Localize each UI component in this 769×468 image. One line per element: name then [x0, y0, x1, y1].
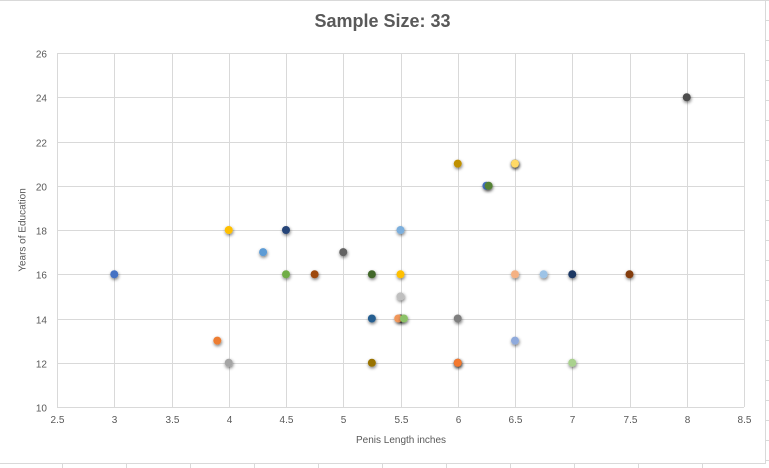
y-tick-label: 20	[36, 183, 48, 194]
cell-border	[765, 400, 769, 401]
data-point[interactable]	[110, 270, 119, 279]
cell-border	[318, 464, 319, 468]
cell-border	[765, 140, 769, 141]
data-point[interactable]	[367, 314, 376, 323]
x-tick-label: 8.5	[738, 415, 752, 426]
cell-border	[765, 460, 769, 461]
x-tick-label: 5.5	[395, 415, 409, 426]
y-axis-ticks: 10 12 14 16 18 20 22 24 26	[36, 50, 48, 415]
y-tick-label: 12	[36, 360, 48, 371]
data-point[interactable]	[367, 270, 376, 279]
y-tick-label: 22	[36, 139, 48, 150]
data-point[interactable]	[282, 226, 290, 234]
data-point[interactable]	[396, 226, 405, 234]
x-tick-label: 8	[685, 415, 691, 426]
cell-border	[765, 100, 769, 101]
data-point[interactable]	[339, 248, 348, 257]
y-tick-label: 10	[36, 404, 48, 415]
x-tick-label: 3.5	[166, 415, 180, 426]
cell-border	[765, 340, 769, 341]
data-point[interactable]	[396, 292, 405, 301]
cell-border	[765, 20, 769, 21]
x-tick-label: 6.5	[509, 415, 523, 426]
data-point[interactable]	[367, 358, 376, 367]
cell-border	[382, 464, 383, 468]
cell-border	[765, 380, 769, 381]
cell-border	[765, 60, 769, 61]
gridlines	[57, 53, 745, 408]
data-point[interactable]	[625, 270, 634, 279]
x-tick-label: 6	[456, 415, 462, 426]
cell-border	[765, 200, 769, 201]
data-point[interactable]	[453, 159, 462, 168]
cell-border	[765, 300, 769, 301]
data-point[interactable]	[453, 358, 462, 367]
data-point[interactable]	[511, 159, 519, 168]
y-tick-label: 14	[36, 316, 48, 327]
cell-border	[510, 464, 511, 468]
cell-border	[765, 160, 769, 161]
cell-border	[765, 360, 769, 361]
data-point[interactable]	[511, 336, 519, 345]
cell-border	[765, 180, 769, 181]
y-tick-label: 16	[36, 271, 48, 282]
x-tick-label: 7	[570, 415, 576, 426]
data-point[interactable]	[511, 270, 519, 279]
data-point[interactable]	[394, 314, 403, 323]
cell-border	[765, 320, 769, 321]
chart-title[interactable]: Sample Size: 33	[314, 11, 451, 31]
data-point[interactable]	[453, 314, 462, 323]
data-point[interactable]	[282, 270, 290, 279]
data-point[interactable]	[568, 270, 577, 279]
cell-border	[765, 420, 769, 421]
data-point[interactable]	[224, 226, 233, 234]
x-tick-label: 3	[112, 415, 118, 426]
x-tick-label: 5	[341, 415, 347, 426]
data-point[interactable]	[682, 93, 691, 102]
x-tick-label: 2.5	[51, 415, 65, 426]
cell-border	[765, 440, 769, 441]
data-point[interactable]	[399, 314, 408, 323]
cell-border	[765, 240, 769, 241]
data-point[interactable]	[484, 181, 493, 190]
cell-border	[638, 464, 639, 468]
data-point[interactable]	[539, 270, 548, 279]
cell-border	[702, 464, 703, 468]
cell-border	[574, 464, 575, 468]
cell-border	[446, 464, 447, 468]
data-point[interactable]	[568, 358, 577, 367]
x-tick-label: 7.5	[624, 415, 638, 426]
cell-border	[126, 464, 127, 468]
x-axis-ticks: 2.5 3 3.5 4 4.5 5 5.5 6 6.5 7 7.5 8 8.5	[51, 415, 752, 426]
data-point[interactable]	[310, 270, 319, 279]
y-tick-label: 18	[36, 227, 48, 238]
cell-border	[190, 464, 191, 468]
x-axis-title[interactable]: Penis Length inches	[355, 435, 447, 446]
x-tick-label: 4	[227, 415, 233, 426]
data-series[interactable]	[110, 93, 691, 367]
cell-border	[254, 464, 255, 468]
y-axis-title[interactable]: Years of Education	[17, 188, 29, 272]
cell-border	[765, 280, 769, 281]
data-point[interactable]	[396, 270, 405, 279]
data-point[interactable]	[259, 248, 268, 257]
cell-border	[765, 260, 769, 261]
cell-border	[62, 464, 63, 468]
y-tick-label: 24	[36, 94, 48, 105]
sheet-top-border	[0, 0, 769, 1]
y-tick-label: 26	[36, 50, 48, 61]
data-point[interactable]	[213, 336, 222, 345]
cell-border	[765, 80, 769, 81]
data-point[interactable]	[224, 358, 233, 367]
x-tick-label: 4.5	[280, 415, 294, 426]
cell-border	[765, 220, 769, 221]
cell-border	[765, 40, 769, 41]
cell-border	[765, 120, 769, 121]
